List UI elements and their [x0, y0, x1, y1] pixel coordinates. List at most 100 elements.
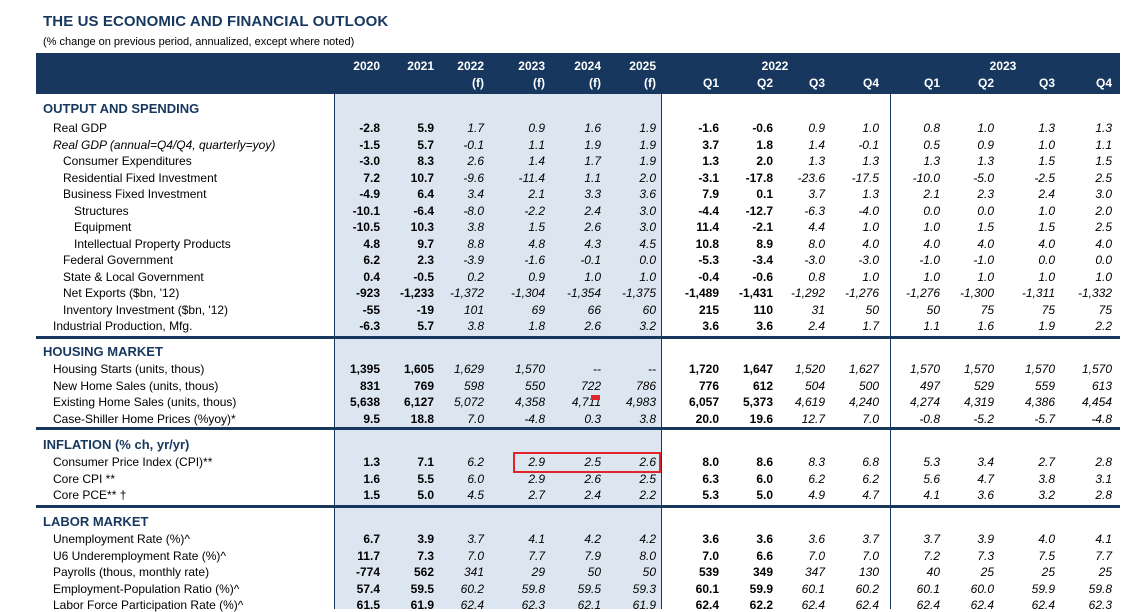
table-cell: 0.1: [756, 187, 773, 201]
table-cell: 5.5: [417, 471, 434, 486]
table-cell: -1,489: [684, 286, 719, 300]
table-cell: 7.1: [417, 455, 434, 469]
table-cell: 2.6: [584, 471, 601, 486]
table-cell: 2.6: [584, 220, 601, 234]
table-cell: -4.8: [524, 411, 545, 426]
table-cell: 6.6: [756, 548, 773, 563]
table-cell: 1,570: [514, 362, 545, 376]
table-cell: -10.0: [912, 170, 940, 185]
table-header: [36, 53, 1120, 94]
table-cell: 69: [531, 302, 545, 317]
table-cell: 349: [752, 565, 773, 579]
table-cell: 4.8: [528, 236, 545, 251]
table-cell: 1,627: [848, 362, 879, 376]
table-cell: -1.0: [973, 253, 994, 267]
table-cell: 1.6: [584, 121, 601, 135]
table-cell: 5.0: [417, 488, 434, 502]
table-cell: 1.7: [862, 319, 879, 333]
table-cell: 75: [1041, 302, 1055, 317]
section-separator: [36, 505, 1120, 508]
table-cell: 1,395: [349, 362, 380, 376]
table-cell: -4.4: [698, 203, 719, 218]
table-cell: 539: [698, 565, 719, 579]
table-cell: 2.5: [1095, 170, 1112, 185]
row-label: Real GDP (annual=Q4/Q4, quarterly=yoy): [53, 137, 276, 152]
table-cell: 60.1: [695, 581, 719, 596]
table-cell: 4.3: [584, 236, 601, 251]
table-cell: 6,057: [688, 395, 719, 409]
table-cell: -0.6: [752, 269, 773, 284]
quarter-header: Q1: [702, 76, 719, 90]
table-cell: 3.6: [639, 187, 656, 201]
table-cell: 1.6: [363, 471, 380, 486]
table-cell: 4.1: [923, 488, 940, 502]
table-cell: 61.5: [356, 598, 380, 612]
row-label: Unemployment Rate (%)^: [53, 532, 191, 546]
row-label: Federal Government: [63, 253, 174, 267]
table-cell: 7.0: [862, 548, 879, 563]
table-cell: 3.1: [1095, 471, 1112, 486]
table-cell: 613: [1091, 378, 1112, 393]
table-cell: 6.8: [862, 455, 879, 469]
table-cell: 7.2: [923, 548, 940, 563]
table-cell: -10.5: [352, 220, 380, 234]
row-label: Existing Home Sales (units, thous): [53, 395, 237, 409]
table-cell: -1,431: [738, 286, 773, 300]
table-cell: -0.1: [858, 137, 879, 152]
table-cell: 1.0: [977, 269, 994, 284]
table-cell: 3.0: [639, 203, 656, 218]
table-cell: 60: [642, 302, 656, 317]
table-cell: 130: [858, 565, 879, 579]
table-cell: 6.0: [467, 471, 484, 486]
table-cell: 529: [973, 378, 994, 393]
table-cell: 4.0: [1038, 532, 1055, 546]
row-label: Payrolls (thous, monthly rate): [53, 565, 210, 579]
annual-year-header: 2024: [574, 59, 601, 73]
table-cell: 3.0: [1095, 187, 1112, 201]
table-cell: 6.2: [862, 471, 879, 486]
row-label: State & Local Government: [63, 269, 204, 284]
table-cell: 0.8: [923, 121, 940, 135]
table-cell: 57.4: [356, 581, 380, 596]
table-cell: 1,720: [688, 362, 719, 376]
table-cell: 1.7: [584, 154, 601, 168]
table-cell: 500: [858, 378, 879, 393]
table-cell: 6.0: [756, 471, 773, 486]
table-cell: 5.9: [417, 121, 434, 135]
table-cell: -6.4: [413, 203, 434, 218]
table-cell: 0.0: [1095, 253, 1112, 267]
table-cell: 7.0: [467, 548, 484, 563]
table-cell: 2.0: [639, 170, 656, 185]
table-cell: 550: [524, 378, 545, 393]
table-cell: -5.3: [698, 253, 719, 267]
table-cell: 1.0: [584, 269, 601, 284]
table-cell: 1.9: [639, 154, 656, 168]
table-cell: 1,570: [1024, 362, 1055, 376]
table-cell: -3.0: [804, 253, 825, 267]
table-cell: 11.4: [696, 220, 719, 234]
table-cell: 59.8: [521, 581, 545, 596]
table-cell: 29: [531, 565, 545, 579]
table-cell: -0.1: [580, 253, 601, 267]
table-cell: 4,386: [1024, 395, 1055, 409]
table-cell: 3.6: [702, 532, 719, 546]
table-cell: -1.0: [919, 253, 940, 267]
row-label: Industrial Production, Mfg.: [53, 319, 193, 333]
table-cell: -1,304: [510, 286, 545, 300]
table-cell: 559: [1034, 378, 1055, 393]
row-label: Employment-Population Ratio (%)^: [53, 581, 240, 596]
table-cell: 2.5: [1095, 220, 1112, 234]
table-cell: 8.0: [808, 236, 825, 251]
table-cell: -774: [355, 565, 380, 579]
table-cell: 3.3: [584, 187, 601, 201]
table-cell: 4,319: [963, 395, 994, 409]
table-cell: 1.5: [1038, 220, 1055, 234]
table-cell: 7.0: [467, 411, 484, 426]
table-cell: 769: [413, 378, 434, 393]
table-cell: 4.8: [363, 236, 380, 251]
row-label: Core CPI **: [53, 471, 116, 486]
table-cell: 1.9: [639, 137, 656, 152]
annual-year-header: 2020: [353, 59, 380, 73]
table-cell: 7.9: [702, 187, 719, 201]
table-cell: 60.2: [460, 581, 484, 596]
